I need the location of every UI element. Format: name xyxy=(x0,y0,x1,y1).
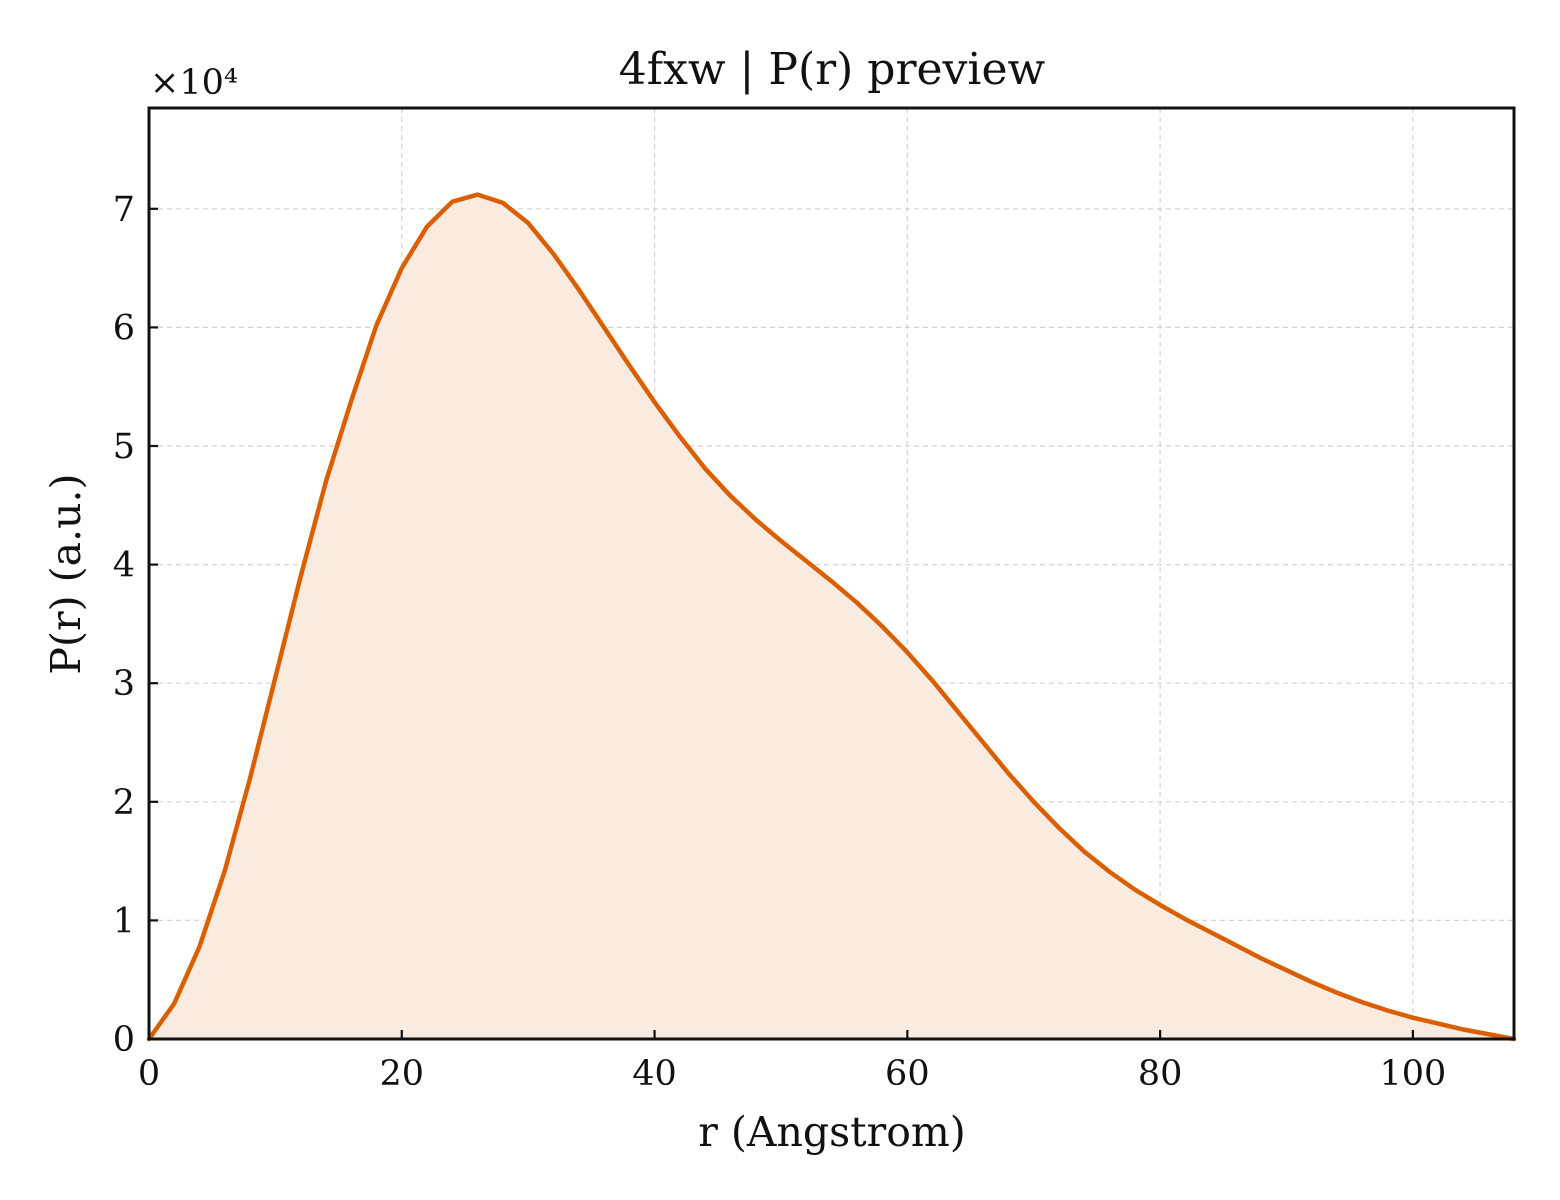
y-axis-title: P(r) (a.u.) xyxy=(42,473,90,674)
y-tick-label: 4 xyxy=(113,546,135,586)
x-tick-label: 20 xyxy=(380,1054,425,1094)
y-tick-label: 0 xyxy=(113,1020,135,1060)
x-tick-label: 60 xyxy=(885,1054,930,1094)
y-tick-label: 5 xyxy=(113,427,135,467)
x-tick-label: 0 xyxy=(138,1054,160,1094)
y-tick-label: 2 xyxy=(113,783,135,823)
series-line xyxy=(146,192,1517,1042)
x-tick-label: 80 xyxy=(1138,1054,1183,1094)
area-fill xyxy=(149,194,1514,1039)
chart-title: 4fxw | P(r) preview xyxy=(619,44,1046,95)
x-tick-label: 100 xyxy=(1379,1054,1446,1094)
y-tick-label: 3 xyxy=(113,664,135,704)
y-tick-label: 7 xyxy=(113,190,135,230)
plot-frame xyxy=(147,106,1516,1041)
ticks: 0 20 40 60 80 100 0 1 2 3 4 5 6 7 xyxy=(113,190,1447,1094)
y-tick-label: 6 xyxy=(113,308,135,348)
x-axis-title: r (Angstrom) xyxy=(698,1108,966,1156)
x-tick-label: 40 xyxy=(632,1054,677,1094)
y-multiplier-label: ×10⁴ xyxy=(150,63,238,103)
y-tick-label: 1 xyxy=(113,901,135,941)
